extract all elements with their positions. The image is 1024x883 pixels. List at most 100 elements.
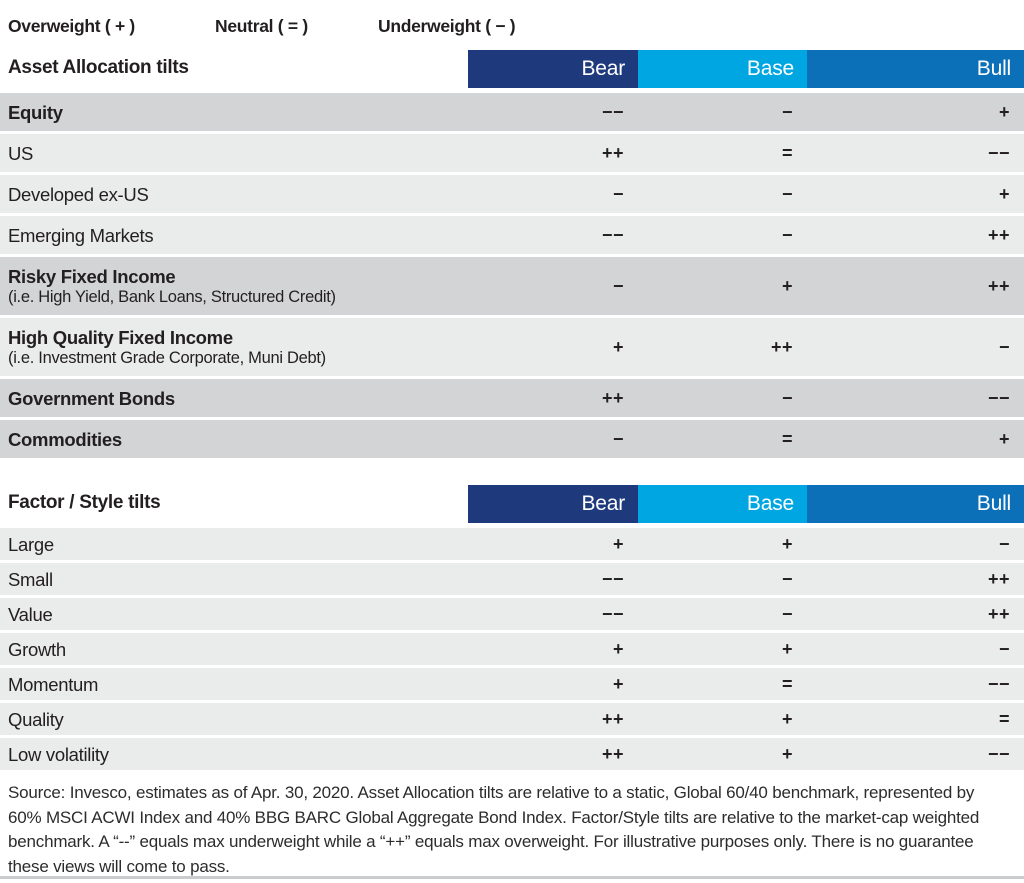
table-row: Value −− − ++ <box>0 598 1024 630</box>
tilt-value: ++ <box>770 336 793 357</box>
table-header: Asset Allocation tilts Bear Base Bull <box>0 50 1024 88</box>
row-label-cell: US <box>0 143 468 164</box>
column-header-bull: Bull <box>807 485 1024 523</box>
row-label: Government Bonds <box>8 387 175 409</box>
tilt-value: −− <box>601 224 624 245</box>
tilt-legend: Overweight ( + ) Neutral ( = ) Underweig… <box>0 0 1024 50</box>
row-label: Momentum <box>8 673 99 695</box>
row-label: Value <box>8 603 53 625</box>
tilt-value: + <box>781 638 793 659</box>
row-label-cell: Growth <box>0 639 468 660</box>
factor-style-table: Factor / Style tilts Bear Base Bull Larg… <box>0 485 1024 770</box>
table-row: Small −− − ++ <box>0 563 1024 595</box>
row-label: Small <box>8 568 53 590</box>
tilt-value: + <box>612 533 624 554</box>
tilt-value: + <box>612 336 624 357</box>
tilt-value: = <box>781 428 793 449</box>
tilt-value: − <box>781 387 793 408</box>
asset-allocation-table: Asset Allocation tilts Bear Base Bull Eq… <box>0 50 1024 458</box>
tilt-value: ++ <box>987 224 1010 245</box>
row-label-cell: Low volatility <box>0 744 468 765</box>
tilt-value: ++ <box>987 568 1010 589</box>
tilt-value: −− <box>601 101 624 122</box>
tilt-value: − <box>998 638 1010 659</box>
bottom-divider <box>0 876 1024 879</box>
tilt-value: −− <box>987 673 1010 694</box>
table-row: Momentum + = −− <box>0 668 1024 700</box>
table-row: Large + + − <box>0 528 1024 560</box>
table-row: Growth + + − <box>0 633 1024 665</box>
table-title: Asset Allocation tilts <box>8 57 189 78</box>
row-label: Growth <box>8 638 66 660</box>
row-label-cell: Risky Fixed Income (i.e. High Yield, Bank… <box>0 266 468 307</box>
row-label-cell: Emerging Markets <box>0 225 468 246</box>
tilt-value: − <box>781 183 793 204</box>
table-row: Risky Fixed Income (i.e. High Yield, Bank… <box>0 257 1024 315</box>
table-row: Commodities − = + <box>0 420 1024 458</box>
column-header-bull: Bull <box>807 50 1024 88</box>
legend-underweight: Underweight ( − ) <box>378 16 516 36</box>
row-sublabel: (i.e. Investment Grade Corporate, Muni D… <box>8 348 326 367</box>
tilt-value: + <box>998 183 1010 204</box>
tilt-value: = <box>781 673 793 694</box>
row-label: Emerging Markets <box>8 224 154 246</box>
tilt-value: −− <box>601 568 624 589</box>
table-row: US ++ = −− <box>0 134 1024 172</box>
tilt-value: − <box>781 568 793 589</box>
row-label: Developed ex-US <box>8 183 149 205</box>
tilt-value: − <box>612 428 624 449</box>
tilt-value: − <box>998 336 1010 357</box>
table-title: Factor / Style tilts <box>8 492 161 513</box>
row-label-cell: Government Bonds <box>0 388 468 409</box>
column-header-bear: Bear <box>468 485 638 523</box>
table-rows: Large + + − Small −− − ++ Value −− − ++ Growth + + − Mom… <box>0 528 1024 770</box>
row-label: Low volatility <box>8 743 109 765</box>
tilt-value: + <box>998 428 1010 449</box>
row-label-cell: Quality <box>0 709 468 730</box>
tilt-value: + <box>781 743 793 764</box>
table-row: Low volatility ++ + −− <box>0 738 1024 770</box>
row-label: Quality <box>8 708 64 730</box>
tilt-value: ++ <box>601 708 624 729</box>
row-label-cell: Momentum <box>0 674 468 695</box>
tilt-value: + <box>781 533 793 554</box>
tilt-value: ++ <box>987 603 1010 624</box>
tilt-value: − <box>998 533 1010 554</box>
tilt-value: ++ <box>601 142 624 163</box>
source-note: Source: Invesco, estimates as of Apr. 30… <box>8 783 980 876</box>
tilt-value: + <box>612 638 624 659</box>
tilt-value: = <box>781 142 793 163</box>
legend-overweight: Overweight ( + ) <box>8 16 135 36</box>
column-header-bear: Bear <box>468 50 638 88</box>
row-label: Large <box>8 533 54 555</box>
tilt-value: −− <box>987 142 1010 163</box>
tilt-value: + <box>998 101 1010 122</box>
table-rows: Equity −− − + US ++ = −− Developed ex-US − − + Emerg… <box>0 93 1024 458</box>
tilt-value: + <box>612 673 624 694</box>
row-label: US <box>8 142 34 164</box>
tilt-value: −− <box>601 603 624 624</box>
tilt-value: − <box>781 603 793 624</box>
tilt-value: −− <box>987 743 1010 764</box>
table-row: Equity −− − + <box>0 93 1024 131</box>
legend-neutral: Neutral ( = ) <box>215 16 308 36</box>
row-label: High Quality Fixed Income <box>8 326 233 348</box>
row-label-cell: Equity <box>0 102 468 123</box>
row-label-cell: Commodities <box>0 429 468 450</box>
tilt-value: + <box>781 275 793 296</box>
row-label: Equity <box>8 101 63 123</box>
row-label: Risky Fixed Income <box>8 265 176 287</box>
row-label-cell: Large <box>0 534 468 555</box>
table-row: High Quality Fixed Income (i.e. Investmen… <box>0 318 1024 376</box>
tilt-value: ++ <box>987 275 1010 296</box>
row-label-cell: Small <box>0 569 468 590</box>
row-label-cell: High Quality Fixed Income (i.e. Investmen… <box>0 327 468 368</box>
tilt-value: ++ <box>601 743 624 764</box>
row-label-cell: Developed ex-US <box>0 184 468 205</box>
table-header: Factor / Style tilts Bear Base Bull <box>0 485 1024 523</box>
tilt-value: + <box>781 708 793 729</box>
row-label: Commodities <box>8 428 122 450</box>
table-row: Developed ex-US − − + <box>0 175 1024 213</box>
tilt-value: − <box>781 224 793 245</box>
